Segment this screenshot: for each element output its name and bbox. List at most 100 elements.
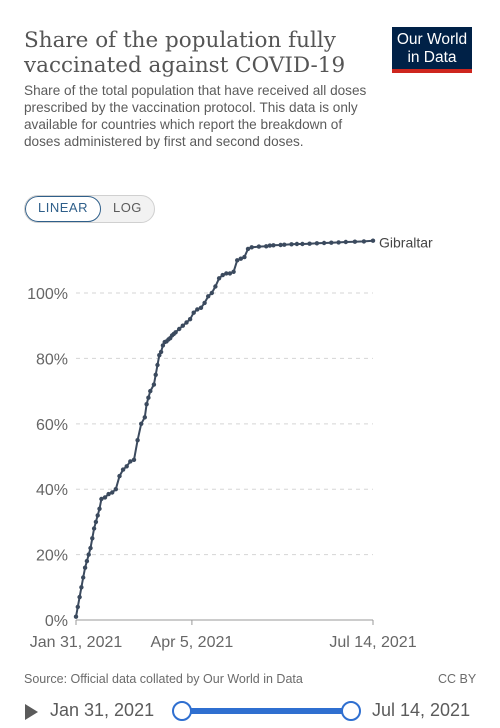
data-point[interactable] — [151, 382, 157, 387]
data-point[interactable] — [213, 284, 218, 289]
data-point[interactable] — [81, 575, 86, 580]
data-point[interactable] — [235, 258, 240, 263]
data-point[interactable] — [294, 241, 300, 247]
data-point[interactable] — [110, 490, 115, 495]
data-point[interactable] — [95, 513, 100, 518]
data-point[interactable] — [142, 415, 147, 420]
data-point[interactable] — [144, 402, 149, 407]
data-point[interactable] — [158, 349, 164, 355]
data-point[interactable] — [227, 271, 233, 276]
license-link[interactable]: CC BY — [438, 672, 477, 686]
data-point[interactable] — [88, 545, 93, 551]
data-point[interactable] — [131, 457, 137, 462]
data-point[interactable] — [75, 604, 81, 610]
data-point[interactable] — [198, 305, 204, 310]
timeline-end-label: Jul 14, 2021 — [372, 700, 471, 720]
data-point[interactable] — [82, 565, 88, 570]
data-point[interactable] — [352, 239, 358, 244]
owid-logo[interactable]: Our World in Data — [392, 27, 472, 73]
data-point[interactable] — [271, 243, 276, 248]
data-point[interactable] — [153, 372, 158, 377]
data-point[interactable] — [329, 240, 334, 245]
data-point[interactable] — [314, 241, 320, 246]
timeline-end-handle[interactable] — [341, 701, 361, 721]
data-point[interactable] — [177, 326, 182, 332]
timeline-start-label: Jan 31, 2021 — [50, 700, 155, 720]
data-point[interactable] — [128, 459, 133, 464]
timeline-start-handle[interactable] — [172, 701, 192, 721]
data-point[interactable] — [307, 241, 312, 246]
axes — [75, 619, 374, 625]
data-point[interactable] — [187, 317, 193, 322]
data-point[interactable] — [300, 241, 305, 247]
data-point[interactable] — [242, 254, 247, 260]
data-point[interactable] — [321, 240, 327, 246]
x-tick-label: Apr 5, 2021 — [151, 634, 234, 651]
data-point[interactable] — [180, 323, 185, 328]
data-point[interactable] — [77, 594, 82, 600]
data-point[interactable] — [209, 290, 214, 296]
data-point[interactable] — [155, 362, 160, 368]
logo-line-1: Our World — [396, 31, 468, 48]
data-point[interactable] — [289, 242, 294, 247]
data-point[interactable] — [256, 244, 262, 249]
data-point[interactable] — [278, 242, 283, 248]
linear-scale-button[interactable]: LINEAR — [25, 196, 101, 222]
data-point[interactable] — [267, 243, 272, 248]
data-point[interactable] — [135, 438, 140, 443]
timeline: Jan 31, 2021 Jul 14, 2021 — [0, 696, 500, 728]
data-point[interactable] — [113, 487, 119, 492]
data-point[interactable] — [93, 519, 99, 525]
data-point[interactable] — [139, 421, 144, 426]
data-point[interactable] — [249, 245, 254, 250]
data-point[interactable] — [86, 552, 91, 557]
data-point[interactable] — [370, 238, 376, 243]
data-point[interactable] — [120, 467, 126, 472]
data-point[interactable] — [195, 307, 200, 312]
y-tick-label: 40% — [36, 482, 68, 499]
x-tick-label: Jul 14, 2021 — [329, 634, 416, 651]
data-point[interactable] — [148, 388, 153, 394]
data-point[interactable] — [160, 343, 166, 348]
y-tick-label: 0% — [45, 613, 68, 630]
data-point[interactable] — [184, 320, 189, 325]
data-point[interactable] — [84, 558, 90, 564]
data-point[interactable] — [73, 614, 79, 619]
data-point[interactable] — [206, 294, 211, 299]
data-point[interactable] — [117, 473, 122, 479]
data-point[interactable] — [97, 506, 102, 511]
data-point[interactable] — [124, 464, 129, 469]
data-point[interactable] — [245, 246, 251, 252]
data-point[interactable] — [216, 276, 222, 281]
data-point[interactable] — [173, 330, 178, 335]
data-point[interactable] — [238, 256, 243, 261]
chart-subtitle: Share of the total population that have … — [24, 83, 367, 149]
data-point[interactable] — [99, 496, 104, 502]
data-point[interactable] — [220, 272, 225, 278]
data-point[interactable] — [231, 269, 236, 274]
data-point[interactable] — [102, 495, 108, 500]
data-point[interactable] — [79, 585, 84, 590]
y-tick-label: 60% — [36, 417, 68, 434]
data-point[interactable] — [361, 239, 367, 244]
data-point[interactable] — [202, 300, 207, 306]
timeline-track[interactable] — [183, 708, 351, 714]
data-point[interactable] — [91, 526, 97, 531]
data-point[interactable] — [224, 271, 229, 276]
source-note[interactable]: Source: Official data collated by Our Wo… — [24, 672, 303, 686]
data-point[interactable] — [191, 310, 196, 315]
data-point[interactable] — [157, 353, 162, 358]
data-point[interactable] — [90, 536, 95, 541]
series-layer — [73, 238, 376, 619]
log-scale-button[interactable]: LOG — [112, 200, 142, 215]
data-point[interactable] — [146, 395, 151, 400]
series-label[interactable]: Gibraltar — [379, 235, 433, 251]
data-point[interactable] — [282, 242, 287, 247]
chart-title: Share of the population fully vaccinated… — [24, 28, 346, 78]
play-icon[interactable] — [25, 704, 38, 720]
data-point[interactable] — [343, 239, 348, 245]
line-chart: 0% 20% 40% 60% 80% 100% Jan 31, 2021 Apr 5, 202… — [27, 235, 433, 651]
data-point[interactable] — [106, 491, 111, 497]
data-point[interactable] — [336, 240, 341, 245]
data-point[interactable] — [264, 244, 269, 249]
